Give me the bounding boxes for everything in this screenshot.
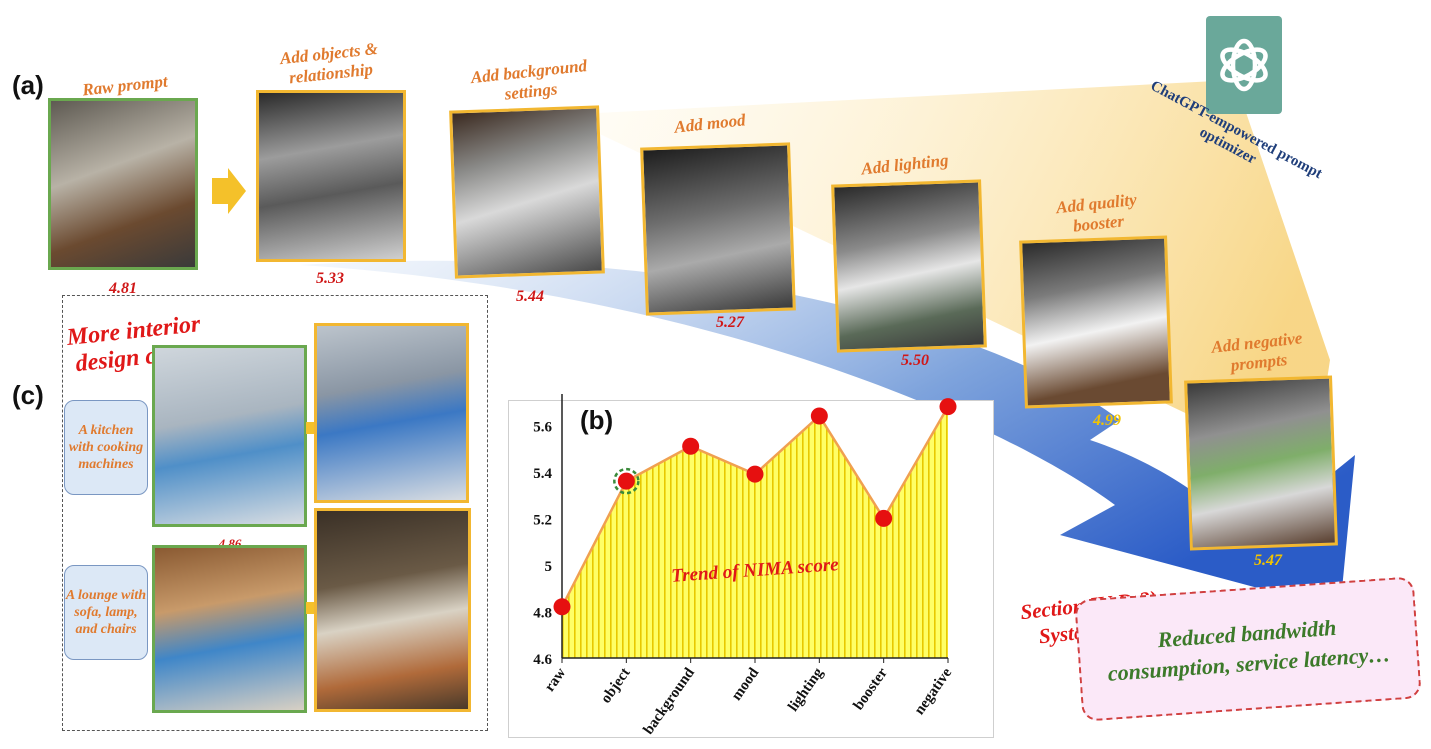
data-point xyxy=(747,466,764,483)
y-tick-label: 5.4 xyxy=(533,466,552,482)
y-tick-label: 5.6 xyxy=(533,419,552,435)
chatgpt-logo-icon xyxy=(1206,16,1282,114)
data-point xyxy=(554,598,571,615)
arrow-right-icon xyxy=(212,168,246,214)
step-score-booster: 4.99 xyxy=(1082,412,1132,430)
data-point xyxy=(811,407,828,424)
case-after-image-kitchen xyxy=(314,323,469,503)
y-tick-label: 4.6 xyxy=(533,652,552,668)
panel-c-label: (c) xyxy=(12,380,44,411)
data-point xyxy=(940,398,957,415)
step-image-negative xyxy=(1184,375,1338,550)
x-tick-label: object xyxy=(598,665,634,706)
data-point xyxy=(618,473,635,490)
step-score-lighting: 5.50 xyxy=(890,352,940,370)
case-after-image-lounge xyxy=(314,508,471,712)
panel-a-label: (a) xyxy=(12,70,44,101)
step-score-objects: 5.33 xyxy=(305,270,355,288)
x-tick-label: lighting xyxy=(785,665,827,715)
step-score-background: 5.44 xyxy=(505,288,555,306)
qoe-callout: Reduced bandwidth consumption, service l… xyxy=(1074,576,1422,721)
step-image-mood xyxy=(640,142,796,315)
y-tick-label: 4.8 xyxy=(533,605,552,621)
panel-b-label: (b) xyxy=(580,405,613,436)
data-point xyxy=(875,510,892,527)
x-tick-label: raw xyxy=(542,665,570,695)
x-tick-label: mood xyxy=(729,665,763,704)
step-score-negative: 5.47 xyxy=(1243,552,1293,570)
case-before-image-kitchen xyxy=(152,345,307,527)
x-tick-label: background xyxy=(641,665,699,738)
step-image-background xyxy=(449,105,605,278)
case-prompt-lounge: A lounge with sofa, lamp, and chairs xyxy=(64,565,148,660)
step-score-mood: 5.27 xyxy=(705,314,755,332)
x-tick-label: negative xyxy=(912,665,956,718)
case-prompt-kitchen: A kitchen with cooking machines xyxy=(64,400,148,495)
y-tick-label: 5 xyxy=(545,559,553,575)
step-image-objects xyxy=(256,90,406,262)
y-tick-label: 5.2 xyxy=(533,512,552,528)
step-image-raw xyxy=(48,98,198,270)
step-image-booster xyxy=(1019,235,1173,408)
data-point xyxy=(682,438,699,455)
chart-area xyxy=(562,407,948,658)
x-tick-label: booster xyxy=(851,665,892,713)
case-before-image-lounge xyxy=(152,545,307,713)
step-image-lighting xyxy=(831,179,987,352)
